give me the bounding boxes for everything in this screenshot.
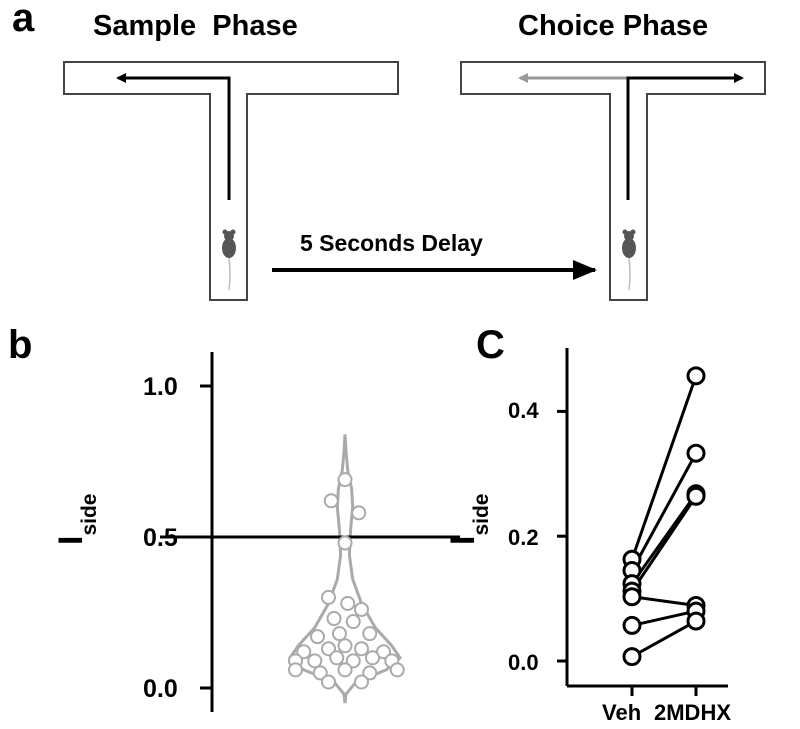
panel-a-letter: a [12, 0, 35, 40]
panel-b-data-point [312, 665, 328, 681]
panel-b-letter: b [8, 323, 33, 367]
panel-b-data-point [354, 601, 369, 617]
panel-b-data-point [321, 674, 336, 690]
panel-b-data-point [329, 650, 345, 666]
sample-path-arrow [116, 73, 231, 200]
panel-b-data-point [354, 674, 369, 690]
panel-b-ytick: 0.0 [143, 675, 178, 703]
panel-b-data-point [362, 665, 378, 681]
panel-c-veh-point [622, 647, 642, 667]
choice-t-maze [460, 61, 766, 301]
panel-b-ytick: 1.0 [143, 373, 178, 401]
panel-b-data-point [337, 535, 353, 551]
panel-c-ytick: 0.2 [508, 525, 539, 550]
panel-c-veh-point [622, 587, 642, 607]
panel-b-data-point [345, 653, 361, 669]
sample-t-maze [63, 61, 399, 301]
panel-c-ytick: 0.0 [508, 650, 539, 675]
panel-b-chart [160, 352, 460, 712]
panel-c-pair-line [630, 495, 698, 592]
choice-phase-title: Choice Phase [518, 10, 709, 42]
panel-b-ylabel: Iside [52, 493, 101, 545]
panel-b-data-point [323, 493, 339, 509]
panel-b-violin [288, 434, 402, 704]
panel-b-data-point [310, 629, 325, 645]
panel-b-data-point [337, 472, 353, 488]
choice-path-arrows [518, 73, 744, 200]
panel-c-letter: C [476, 323, 505, 367]
panel-c-2mdhx-point [686, 443, 706, 463]
panel-b-data-point [365, 650, 380, 666]
panel-b-data-point [296, 644, 312, 660]
panel-c-2mdhx-point [686, 611, 706, 631]
panel-c-xlabel: Veh [602, 700, 642, 725]
panel-c-pair-line [630, 492, 698, 585]
delay-label: 5 Seconds Delay [300, 230, 483, 256]
panel-c-2mdhx-point [686, 486, 706, 506]
panel-b-data-point [326, 611, 342, 627]
panel-c-2mdhx-point [686, 366, 706, 386]
panel-c-pair-line [631, 619, 697, 658]
panel-b-data-point [307, 653, 323, 669]
panel-c-pair-line [630, 375, 698, 560]
panel-b-data-point [288, 662, 303, 678]
panel-b-ytick: 0.5 [143, 524, 178, 552]
panel-b-data-point [337, 638, 353, 654]
panel-c-pair-line [631, 609, 697, 627]
panel-b-data-point [376, 644, 391, 660]
panel-c-veh-point [622, 615, 642, 635]
panel-c-pair-line [631, 595, 697, 607]
sample-phase-title: Sample Phase [93, 10, 298, 42]
panel-b-data-point [351, 505, 367, 521]
panel-b-data-point [340, 595, 356, 611]
mouse-icon [622, 229, 636, 291]
panel-c-pair-line [630, 452, 698, 572]
panel-c-ytick: 0.4 [508, 398, 539, 423]
panel-b-data-point [389, 662, 405, 678]
panel-c-xlabel: 2MDHX [654, 700, 732, 725]
panel-b-data-point [332, 626, 347, 642]
panel-c-chart [557, 348, 728, 696]
mouse-icon [222, 229, 236, 291]
panel-b-data-point [345, 614, 361, 630]
panel-b-data-point [321, 589, 336, 605]
panel-b-data-point [337, 662, 353, 678]
panel-b-data-point [362, 626, 378, 642]
panel-b-data-point [354, 641, 369, 657]
panel-b-data-point [321, 641, 336, 657]
panel-c-ylabel: Iside [444, 493, 493, 545]
